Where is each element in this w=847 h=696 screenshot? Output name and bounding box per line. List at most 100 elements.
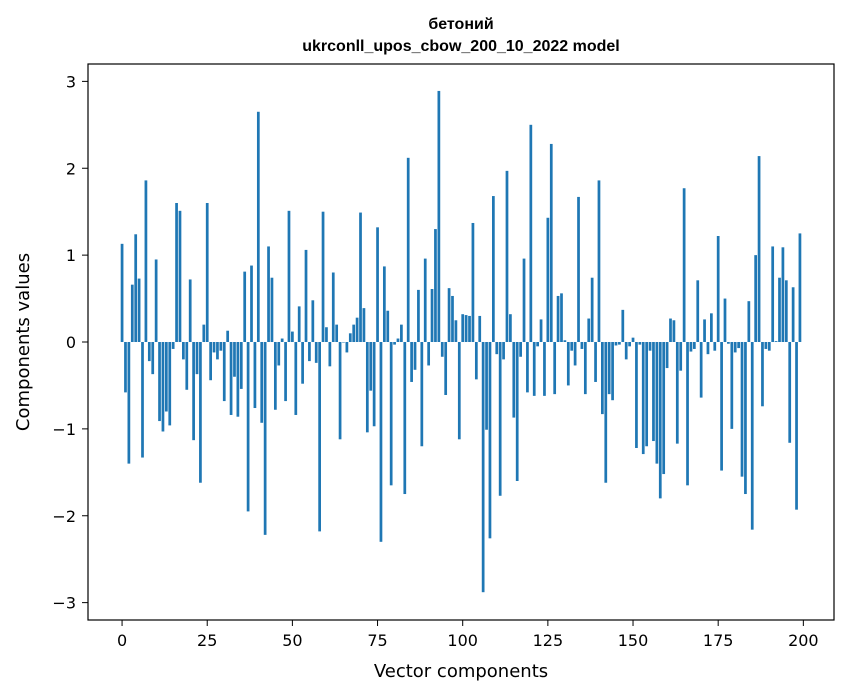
bar-84: [406, 157, 410, 342]
bar-30: [222, 342, 226, 402]
x-tick-label: 150: [618, 631, 649, 650]
bar-151: [635, 342, 638, 448]
bar-32: [229, 342, 233, 415]
bar-8: [147, 342, 151, 362]
bar-97: [451, 295, 454, 342]
bar-38: [250, 265, 253, 342]
bar-13: [164, 342, 168, 412]
bar-122: [536, 342, 540, 347]
bar-6: [141, 342, 144, 458]
bar-70: [359, 212, 362, 342]
bar-102: [468, 315, 471, 342]
bar-86: [413, 342, 417, 370]
bar-41: [260, 342, 264, 423]
bar-104: [474, 342, 478, 380]
bar-28: [216, 342, 219, 360]
bar-25: [205, 203, 209, 342]
bar-98: [454, 320, 458, 342]
y-tick-label: −1: [52, 420, 76, 439]
bar-125: [546, 217, 550, 342]
bar-137: [587, 318, 591, 342]
bar-26: [209, 342, 212, 381]
bar-37: [246, 342, 250, 512]
bar-65: [342, 342, 345, 343]
bar-10: [154, 259, 158, 342]
bar-23: [199, 342, 202, 483]
bar-111: [498, 342, 502, 496]
bar-22: [195, 342, 199, 375]
bar-74: [372, 342, 376, 427]
bar-80: [393, 342, 396, 345]
bar-42: [263, 342, 267, 535]
bar-178: [727, 342, 730, 344]
bar-142: [604, 342, 608, 483]
bar-180: [733, 342, 737, 353]
bar-51: [294, 342, 298, 415]
bar-127: [553, 342, 557, 395]
bar-193: [778, 277, 781, 342]
bar-83: [403, 342, 407, 495]
bar-75: [376, 227, 379, 342]
bar-123: [539, 319, 543, 342]
bar-129: [560, 293, 563, 342]
bar-47: [280, 338, 284, 342]
bar-184: [747, 301, 751, 342]
bar-121: [532, 342, 536, 396]
bar-11: [158, 342, 161, 422]
bar-176: [720, 342, 723, 471]
bar-156: [652, 342, 655, 442]
bar-55: [308, 342, 311, 362]
bar-89: [423, 258, 427, 342]
bar-192: [774, 341, 778, 342]
bar-132: [570, 342, 574, 351]
bar-59: [321, 211, 325, 342]
bar-35: [239, 342, 243, 389]
bar-106: [481, 342, 485, 593]
bar-190: [767, 342, 771, 351]
bar-15: [171, 342, 175, 349]
bar-52: [297, 306, 301, 342]
bar-169: [696, 280, 700, 342]
bar-145: [614, 342, 618, 346]
bar-93: [437, 90, 441, 343]
y-tick-label: −2: [52, 507, 76, 526]
x-axis-label: Vector components: [374, 661, 548, 682]
bar-44: [270, 277, 274, 342]
bar-88: [420, 342, 424, 447]
bar-196: [788, 342, 792, 443]
bar-119: [526, 342, 529, 393]
bar-82: [400, 324, 403, 343]
bar-131: [566, 342, 570, 386]
bar-50: [291, 331, 294, 342]
bar-31: [226, 330, 230, 342]
bar-90: [427, 342, 431, 366]
x-tick-label: 25: [197, 631, 217, 650]
bar-149: [628, 342, 631, 347]
y-tick-label: 2: [66, 159, 76, 178]
bar-163: [675, 342, 679, 444]
bar-56: [311, 300, 315, 342]
bar-198: [795, 342, 798, 510]
bar-116: [515, 342, 519, 481]
bar-99: [457, 342, 461, 440]
bar-182: [740, 342, 744, 477]
bar-191: [771, 246, 775, 342]
bar-72: [365, 342, 369, 433]
bar-39: [253, 342, 257, 409]
bar-16: [175, 203, 178, 342]
bar-117: [519, 342, 522, 357]
bar-168: [692, 342, 696, 349]
bar-62: [331, 272, 335, 342]
bar-147: [621, 309, 625, 342]
bar-79: [389, 342, 393, 486]
bar-133: [573, 342, 577, 366]
bar-173: [710, 313, 713, 342]
bar-20: [188, 279, 192, 342]
bar-114: [509, 314, 512, 342]
bar-170: [699, 342, 703, 398]
bar-162: [672, 320, 676, 342]
bar-45: [273, 342, 277, 410]
bar-172: [706, 342, 710, 355]
bar-53: [301, 342, 304, 384]
